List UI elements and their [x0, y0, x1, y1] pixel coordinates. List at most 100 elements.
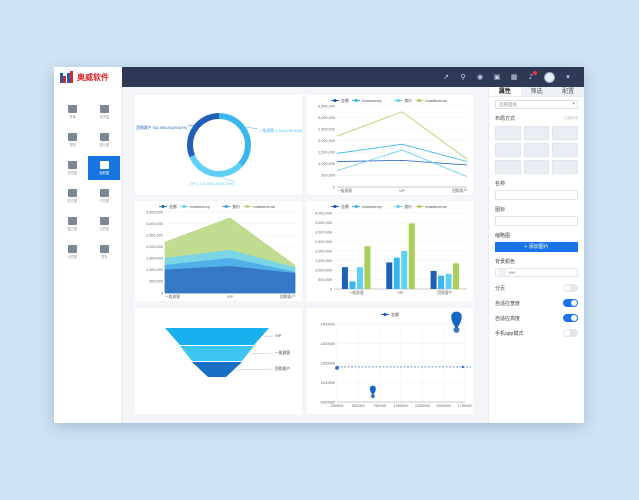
chart-type-icon — [99, 160, 109, 169]
chevron-down-icon[interactable]: ▾ — [566, 73, 570, 81]
x-tick-label: 250000 — [331, 404, 344, 408]
legend-label: 金额 — [391, 311, 399, 317]
sidebar-item[interactable]: 更多 — [88, 240, 120, 264]
legend-marker — [383, 312, 387, 317]
toggle-row: 手机app模式 — [495, 329, 578, 337]
x-tick-label: 1750000 — [458, 404, 473, 408]
legend-label: 查价 — [404, 203, 412, 209]
y-tick-label: 4,000,000 — [315, 211, 332, 215]
brand-logo[interactable]: 奥威软件 — [54, 67, 122, 87]
sidebar-item[interactable]: 表格 — [56, 100, 88, 124]
sidebar-item[interactable]: 柱状图 — [88, 100, 120, 124]
legend-marker — [354, 204, 358, 209]
avatar[interactable] — [544, 71, 555, 83]
area-chart: 金额 totalmoney 查价 totaldecimal 0 500,000 1,000,… — [146, 203, 296, 299]
bar-chart-panel[interactable]: 金额 totalmoney 查价 totaldecimal 0 500,000 1,000,… — [307, 201, 473, 301]
funnel-chart-panel[interactable]: VIP 一般顾客 团购客户 — [135, 308, 302, 414]
y-tick-label: 3,500,000 — [318, 104, 335, 108]
legend-marker — [224, 204, 228, 209]
share-icon[interactable]: ↗ — [443, 73, 449, 81]
sidebar-item-label: 表格 — [68, 114, 76, 119]
slice-leader — [187, 124, 201, 127]
toggle-switch[interactable] — [563, 299, 578, 307]
layout-option[interactable] — [495, 160, 521, 174]
layout-option[interactable] — [523, 143, 550, 157]
toolbar-icons: ↗ ⚲ ◉ ▣ ▦ ♪ ▾ — [442, 67, 572, 87]
sidebar-item[interactable]: 漏斗图 — [88, 128, 120, 152]
toggle-row: 分页 — [495, 284, 578, 292]
area-chart-panel[interactable]: 金额 totalmoney 查价 totaldecimal 0 500,000 1,000,… — [135, 201, 302, 301]
sidebar-item[interactable]: 仪表盘 — [88, 212, 120, 236]
bell-icon[interactable]: ♪ — [527, 71, 537, 81]
scatter-chart-panel[interactable]: 金额 1000000 1100000 1200000 1300000 1400000 250… — [307, 308, 473, 414]
sidebar-item-label: 散点图 — [67, 198, 77, 203]
app-window: 奥威软件 ↗ ⚲ ◉ ▣ ▦ ♪ ▾ 表格 柱状图 饼图 漏斗图折线图 面积图散点图 气泡… — [54, 67, 584, 423]
title-input[interactable] — [495, 216, 578, 226]
brand-name: 奥威软件 — [77, 72, 109, 82]
toggle-switch[interactable] — [563, 284, 578, 292]
y-tick-label: 1300000 — [320, 342, 335, 346]
layout-option[interactable] — [523, 126, 550, 140]
line-chart-panel[interactable]: 金额 totalmoney 查价 totaldecimal 0 500,000 1,000,… — [307, 95, 473, 195]
y-tick-label: 1,500,000 — [315, 259, 332, 263]
layout-option[interactable] — [552, 160, 578, 174]
sidebar-item[interactable]: 雷达图 — [56, 212, 88, 236]
tab-properties[interactable]: 属性 — [489, 87, 521, 96]
x-tick-label: 团购客户 — [452, 188, 467, 193]
y-tick-label: 1100000 — [321, 381, 336, 385]
color-swatch[interactable] — [497, 269, 506, 276]
layout-option[interactable] — [495, 143, 521, 157]
calendar-icon[interactable]: ▦ — [510, 73, 518, 81]
bar — [401, 251, 408, 289]
save-icon[interactable]: ▣ — [493, 73, 501, 81]
properties-panel: 属性 筛选 配置 选择面板 布局方式 已选布局 名称 图 — [488, 87, 584, 423]
thumbnail-label: 缩略图 — [495, 233, 511, 239]
add-image-button[interactable]: + 添加图片 — [495, 242, 578, 252]
chart-type-icon — [99, 244, 109, 253]
link-icon[interactable]: ⚲ — [460, 73, 466, 81]
y-tick-label: 500,000 — [318, 278, 332, 282]
sidebar-item[interactable]: 饼图 — [56, 128, 88, 152]
panel-select[interactable]: 选择面板 — [495, 100, 578, 109]
name-input[interactable] — [495, 190, 578, 200]
toggle-switch[interactable] — [563, 329, 578, 337]
sidebar-item[interactable]: 仪表图 — [56, 240, 88, 264]
toggle-list: 分页 自适应宽度 自适应高度 手机app模式 — [495, 284, 578, 337]
toggle-switch[interactable] — [563, 314, 578, 322]
legend-marker — [354, 98, 358, 103]
y-tick-label: 2,000,000 — [318, 139, 335, 143]
sidebar-item[interactable]: 散点图 — [56, 184, 88, 208]
sidebar-item[interactable]: 折线图 — [56, 156, 88, 180]
bg-color-picker[interactable]: ffffff — [495, 268, 578, 277]
sidebar-item-label: 仪表盘 — [99, 226, 109, 231]
layout-option[interactable] — [552, 126, 578, 140]
y-tick-label: 2,000,000 — [146, 245, 163, 249]
layout-option[interactable] — [523, 160, 550, 174]
bar — [393, 257, 400, 289]
x-tick-label: 团购客户 — [437, 290, 452, 295]
x-tick-label: 1000000 — [394, 404, 409, 408]
chart-type-icon — [99, 104, 109, 113]
bar — [356, 267, 363, 289]
legend-label: 查价 — [232, 203, 240, 209]
y-tick-label: 2,500,000 — [318, 127, 335, 131]
tab-config[interactable]: 配置 — [552, 87, 584, 96]
x-tick-label: 500000 — [352, 404, 365, 408]
x-tick-label: 1250000 — [415, 404, 430, 408]
bg-color-label: 背景颜色 — [495, 259, 516, 265]
tab-filter[interactable]: 筛选 — [520, 87, 553, 96]
bg-color-value: ffffff — [509, 270, 516, 275]
legend-label: 查价 — [404, 97, 412, 103]
sidebar-item[interactable]: 气泡图 — [88, 184, 120, 208]
sidebar-item-label: 折线图 — [67, 170, 77, 175]
bar — [349, 281, 356, 289]
sidebar-item[interactable]: 面积图 — [88, 156, 120, 180]
x-tick-label: 一般顾客 — [337, 188, 352, 193]
layout-option[interactable] — [552, 143, 578, 157]
bar — [341, 267, 348, 289]
x-tick-label: VIP — [397, 291, 404, 295]
donut-chart-panel[interactable]: 一般顾客 1,304,278.00(34.99%) VIP 1,131,003.0… — [135, 95, 314, 195]
preview-icon[interactable]: ◉ — [476, 73, 484, 81]
legend-marker — [333, 204, 337, 209]
layout-option[interactable] — [495, 126, 521, 140]
